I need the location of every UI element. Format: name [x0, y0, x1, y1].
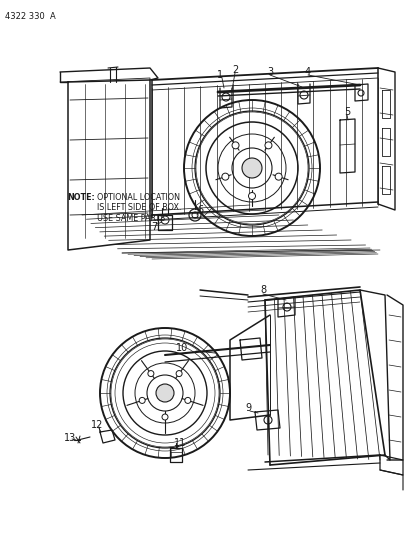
Text: 2: 2 [231, 65, 238, 75]
Text: 9: 9 [244, 403, 250, 413]
Text: 4: 4 [304, 67, 310, 77]
Text: 5: 5 [343, 107, 349, 117]
Circle shape [248, 192, 255, 199]
Circle shape [231, 142, 238, 149]
Circle shape [176, 370, 182, 377]
Circle shape [162, 414, 168, 420]
Text: 8: 8 [259, 285, 265, 295]
Text: 1: 1 [216, 70, 222, 80]
Text: 4322 330  A: 4322 330 A [5, 12, 56, 21]
Circle shape [148, 370, 153, 377]
Circle shape [264, 142, 271, 149]
Circle shape [221, 173, 228, 180]
Text: OPTIONAL LOCATION
  IS LEFT SIDE OF BOX.
  USE SAME PARTS: OPTIONAL LOCATION IS LEFT SIDE OF BOX. U… [92, 193, 181, 223]
Circle shape [274, 173, 281, 180]
Text: 10: 10 [175, 343, 188, 353]
Text: 12: 12 [90, 420, 103, 430]
Text: 13: 13 [64, 433, 76, 443]
Circle shape [241, 158, 261, 178]
Circle shape [139, 398, 145, 403]
Text: 7: 7 [151, 222, 157, 232]
Circle shape [184, 398, 190, 403]
Text: 3: 3 [266, 67, 272, 77]
Text: 6: 6 [196, 205, 202, 215]
Text: 11: 11 [173, 438, 186, 448]
Text: NOTE:: NOTE: [67, 193, 94, 202]
Circle shape [155, 384, 173, 402]
